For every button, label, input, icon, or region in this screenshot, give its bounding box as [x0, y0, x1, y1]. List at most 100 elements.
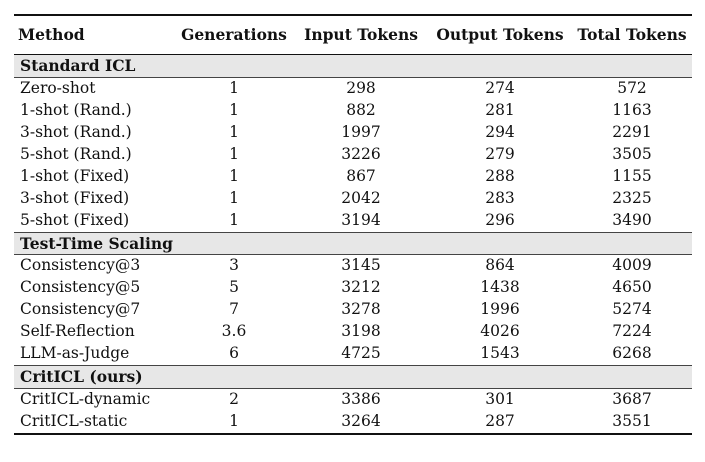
cell-method: 3-shot (Fixed)	[20, 188, 130, 207]
cell-output-tokens: 301	[485, 389, 515, 408]
cell-output-tokens: 274	[485, 78, 515, 97]
cell-output-tokens: 294	[485, 122, 515, 141]
table-row: Zero-shot 1 298 274 572	[14, 77, 692, 100]
table-row: 3-shot (Fixed) 1 2042 283 2325	[14, 188, 692, 210]
cell-generations: 5	[229, 278, 239, 297]
header-method: Method	[14, 14, 174, 55]
cell-total-tokens: 4650	[612, 278, 652, 297]
cell-method: 5-shot (Fixed)	[20, 210, 130, 229]
header-output-tokens: Output Tokens	[428, 14, 572, 55]
table-row: 5-shot (Rand.) 1 3226 279 3505	[14, 144, 692, 166]
cell-method: Consistency@7	[20, 300, 141, 319]
cell-total-tokens: 6268	[612, 344, 652, 363]
cell-input-tokens: 3194	[341, 210, 381, 229]
cell-total-tokens: 1163	[612, 100, 652, 119]
cell-input-tokens: 3264	[294, 410, 428, 435]
table-row: 3-shot (Rand.) 1 1997 294 2291	[14, 122, 692, 144]
header-row: Method Generations Input Tokens Output T…	[14, 14, 692, 55]
cell-method: Zero-shot	[20, 78, 96, 97]
cell-input-tokens: 298	[346, 78, 376, 97]
cell-method: Consistency@3	[20, 256, 141, 275]
cell-generations: 1	[229, 188, 239, 207]
cell-method: Self-Reflection	[20, 322, 135, 341]
cell-total-tokens: 3505	[612, 144, 652, 163]
token-usage-table: Method Generations Input Tokens Output T…	[14, 14, 692, 435]
cell-input-tokens: 867	[346, 166, 376, 185]
table-row: CritICL-dynamic 2 3386 301 3687	[14, 388, 692, 411]
cell-method: Consistency@5	[20, 278, 141, 297]
cell-generations: 1	[229, 210, 239, 229]
cell-output-tokens: 283	[485, 188, 515, 207]
table-row: Self-Reflection 3.6 3198 4026 7224	[14, 321, 692, 343]
cell-generations: 1	[174, 410, 294, 435]
cell-input-tokens: 3212	[341, 278, 381, 297]
cell-input-tokens: 3278	[341, 300, 381, 319]
cell-generations: 1	[229, 100, 239, 119]
table-row: 1-shot (Fixed) 1 867 288 1155	[14, 166, 692, 188]
cell-total-tokens: 4009	[612, 256, 652, 275]
cell-total-tokens: 3490	[612, 210, 652, 229]
header-total-tokens: Total Tokens	[572, 14, 692, 55]
cell-generations: 3.6	[221, 322, 247, 341]
section-title: Test-Time Scaling	[14, 231, 692, 255]
cell-output-tokens: 287	[428, 410, 572, 435]
cell-output-tokens: 864	[485, 256, 515, 275]
cell-method: 3-shot (Rand.)	[20, 122, 132, 141]
cell-total-tokens: 5274	[612, 300, 652, 319]
cell-total-tokens: 7224	[612, 322, 652, 341]
cell-output-tokens: 4026	[480, 322, 520, 341]
section-header-row: CritICL (ours)	[14, 365, 692, 389]
cell-total-tokens: 2291	[612, 122, 652, 141]
cell-input-tokens: 3386	[341, 389, 381, 408]
cell-output-tokens: 279	[485, 144, 515, 163]
table-row: Consistency@5 5 3212 1438 4650	[14, 277, 692, 299]
cell-input-tokens: 3226	[341, 144, 381, 163]
section-header-row: Standard ICL	[14, 54, 692, 78]
cell-generations: 1	[229, 144, 239, 163]
cell-output-tokens: 1996	[480, 300, 520, 319]
section-standard-icl: Standard ICL Zero-shot 1 298 274 572 1-s…	[14, 54, 692, 233]
section-title: CritICL (ours)	[14, 365, 692, 389]
cell-generations: 3	[229, 256, 239, 275]
cell-input-tokens: 1997	[341, 122, 381, 141]
cell-input-tokens: 3145	[341, 256, 381, 275]
cell-method: 5-shot (Rand.)	[20, 144, 132, 163]
cell-input-tokens: 4725	[341, 344, 381, 363]
section-critical-ours: CritICL (ours) CritICL-dynamic 2 3386 30…	[14, 365, 692, 435]
token-usage-table-container: Method Generations Input Tokens Output T…	[14, 14, 692, 435]
cell-method: CritICL-dynamic	[20, 389, 151, 408]
header-input-tokens: Input Tokens	[294, 14, 428, 55]
cell-output-tokens: 281	[485, 100, 515, 119]
cell-output-tokens: 296	[485, 210, 515, 229]
table-row: CritICL-static 1 3264 287 3551	[14, 410, 692, 435]
table-row: Consistency@3 3 3145 864 4009	[14, 255, 692, 278]
cell-output-tokens: 1543	[480, 344, 520, 363]
section-title: Standard ICL	[14, 54, 692, 78]
cell-total-tokens: 1155	[612, 166, 652, 185]
cell-method: LLM-as-Judge	[20, 344, 130, 363]
cell-input-tokens: 882	[346, 100, 376, 119]
cell-method: 1-shot (Fixed)	[20, 166, 130, 185]
section-header-row: Test-Time Scaling	[14, 231, 692, 255]
section-test-time-scaling: Test-Time Scaling Consistency@3 3 3145 8…	[14, 231, 692, 366]
table-row: 1-shot (Rand.) 1 882 281 1163	[14, 100, 692, 122]
cell-total-tokens: 3551	[572, 410, 692, 435]
cell-generations: 1	[229, 122, 239, 141]
cell-generations: 1	[229, 78, 239, 97]
cell-total-tokens: 2325	[612, 188, 652, 207]
cell-input-tokens: 3198	[341, 322, 381, 341]
cell-generations: 1	[229, 166, 239, 185]
cell-input-tokens: 2042	[341, 188, 381, 207]
cell-generations: 6	[229, 344, 239, 363]
cell-generations: 7	[229, 300, 239, 319]
header-generations: Generations	[174, 14, 294, 55]
cell-output-tokens: 1438	[480, 278, 520, 297]
cell-total-tokens: 3687	[612, 389, 652, 408]
cell-method: CritICL-static	[14, 410, 174, 435]
cell-total-tokens: 572	[617, 78, 647, 97]
table-header: Method Generations Input Tokens Output T…	[14, 14, 692, 55]
cell-output-tokens: 288	[485, 166, 515, 185]
table-row: 5-shot (Fixed) 1 3194 296 3490	[14, 210, 692, 233]
cell-method: 1-shot (Rand.)	[20, 100, 132, 119]
table-row: LLM-as-Judge 6 4725 1543 6268	[14, 343, 692, 366]
